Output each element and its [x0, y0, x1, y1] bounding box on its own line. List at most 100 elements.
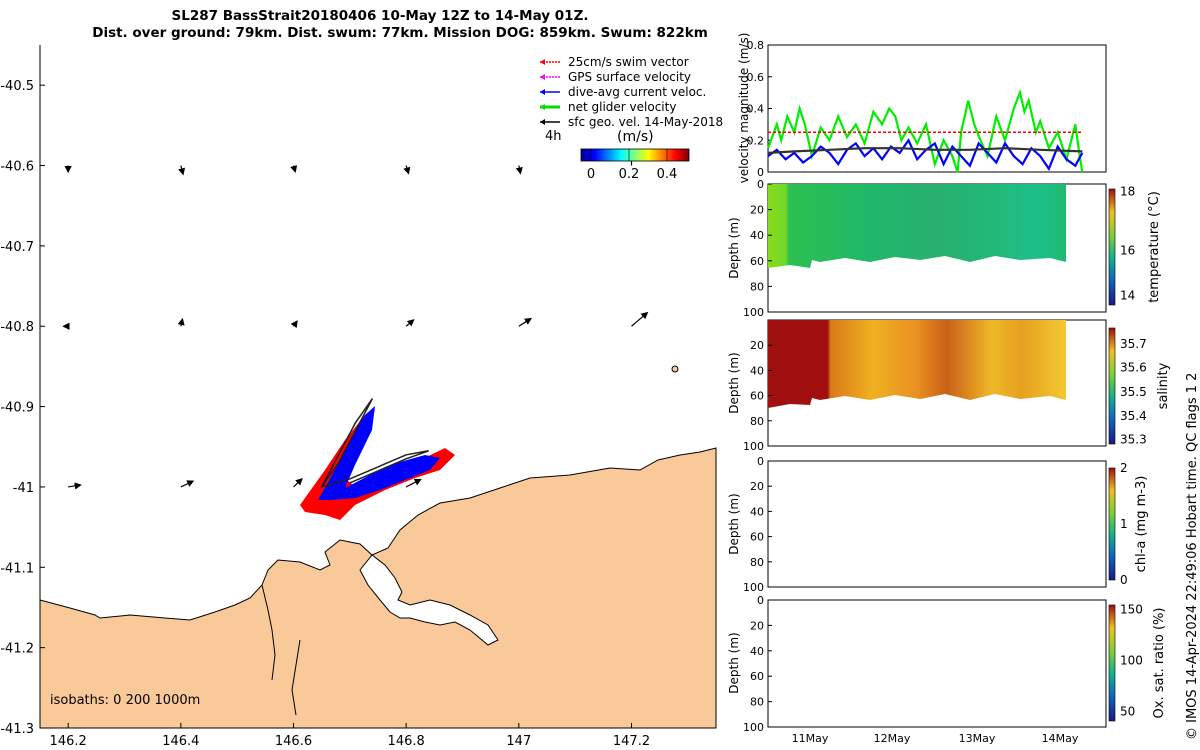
panel-ytick-label: 0.2 — [747, 134, 765, 147]
oxygen-ylabel: Depth (m) — [727, 632, 741, 693]
colorbar-tick-label: 16 — [1120, 243, 1135, 257]
dive-current-swath — [318, 406, 440, 500]
panel-ytick-label: 0.4 — [747, 103, 765, 116]
panel-ytick-label: 0 — [757, 594, 764, 607]
colorbar-tick-label: 35.5 — [1120, 385, 1147, 399]
time-xtick-label: 13May — [959, 732, 996, 745]
time-xtick-label: 14May — [1042, 732, 1079, 745]
figure-title-line1: SL287 BassStrait20180406 10-May 12Z to 1… — [171, 8, 589, 24]
legend-arrowhead — [540, 104, 545, 110]
colorbar-gradient — [580, 148, 690, 162]
velocity-series-line — [767, 147, 1083, 154]
legend-label: net glider velocity — [568, 100, 676, 114]
panel-ytick-label: 40 — [750, 645, 764, 658]
panel-ytick-label: 60 — [750, 390, 764, 403]
legend-label: dive-avg current veloc. — [568, 85, 706, 99]
colorbar-tick-label: 35.6 — [1120, 360, 1147, 374]
panel-ytick-label: 40 — [750, 229, 764, 242]
map-ytick-label: -40.5 — [0, 79, 34, 94]
salinity-colorbar — [1108, 327, 1116, 445]
panel-ytick-label: 80 — [750, 280, 764, 293]
colorbar-tick-label: 1 — [1120, 517, 1128, 531]
temperature-section — [768, 184, 1066, 268]
panel-ytick-label: 100 — [743, 306, 764, 319]
sfc-geo-vel-arrow — [403, 165, 411, 175]
temperature-ylabel: Depth (m) — [727, 217, 741, 278]
legend-arrowhead — [540, 89, 545, 95]
colorbar-tick-label: 0 — [1120, 573, 1128, 587]
salinity-section — [768, 320, 1066, 408]
map-xtick-label: 146.2 — [50, 734, 87, 749]
figure-title-line2: Dist. over ground: 79km. Dist. swum: 77k… — [92, 25, 708, 41]
sfc-geo-vel-arrow — [180, 480, 195, 488]
map-panel: -40.5 -40.6 -40.7 -40.8 -40.9 -41 -41.1 -41.2 -4… — [0, 45, 723, 749]
colorbar-tick-label: 0.4 — [657, 167, 678, 182]
sfc-geo-vel-arrow — [518, 317, 533, 327]
legend-label: 25cm/s swim vector — [568, 55, 689, 69]
isobaths-label: isobaths: 0 200 1000m — [50, 693, 200, 708]
legend-label: GPS surface velocity — [568, 70, 691, 84]
sfc-geo-vel-arrow — [68, 482, 82, 490]
panel-ytick-label: 60 — [750, 531, 764, 544]
colorbar-tick-label: 0 — [587, 167, 595, 182]
chla-colorbar — [1108, 467, 1116, 581]
salinity-ylabel: Depth (m) — [727, 352, 741, 413]
map-ytick-label: -41.2 — [0, 642, 34, 657]
map-xtick-label: 146.4 — [162, 734, 199, 749]
panel-ytick-label: 80 — [750, 696, 764, 709]
map-ytick-label: -40.6 — [0, 160, 34, 175]
legend-arrowhead — [540, 59, 545, 65]
oxygen-panel: 0 20 40 60 80 100 Depth (m) 50 100 150 Ox. sat.… — [727, 594, 1167, 745]
map-ytick-label: -41.1 — [0, 561, 34, 576]
sfc-geo-vel-arrow — [515, 165, 523, 175]
temperature-cb-label: temperature (°C) — [1147, 191, 1162, 303]
map-xtick-label: 147 — [506, 734, 531, 749]
colorbar-tick-label: 2 — [1120, 461, 1128, 475]
time-xtick-label: 12May — [874, 732, 911, 745]
map-ytick-label: -40.9 — [0, 401, 34, 416]
panel-ytick-label: 0 — [757, 178, 764, 191]
temperature-colorbar — [1108, 188, 1116, 306]
sfc-geo-vel-arrow — [178, 165, 186, 176]
chla-panel: 0 20 40 60 80 100 Depth (m) 0 1 2 chl-a (mg m-3… — [727, 455, 1149, 594]
sfc-geo-vel-arrow — [290, 165, 298, 174]
velocity-ylabel: velocity magnitude (m/s) — [737, 33, 751, 184]
map-ytick-label: -40.8 — [0, 320, 34, 335]
colorbar-tick-label: 35.3 — [1120, 432, 1147, 446]
speed-colorbar: 4h (m/s) 0 0.2 0.4 — [545, 129, 690, 182]
map-ytick-label: -41 — [13, 481, 34, 496]
salinity-panel: 20 40 60 80 100 Depth (m) 35.3 35.4 35.5 35.6 35… — [727, 319, 1171, 453]
colorbar-tick-label: 18 — [1120, 184, 1135, 198]
panel-ytick-label: 100 — [743, 440, 764, 453]
oxygen-cb-label: Ox. sat. ratio (%) — [1152, 608, 1167, 719]
legend-label: sfc geo. vel. 14-May-2018 — [568, 115, 723, 129]
sfc-geo-vel-arrow — [405, 319, 415, 327]
oxygen-colorbar — [1108, 604, 1116, 722]
sfc-geo-vel-arrow — [177, 317, 185, 327]
chla-cb-label: chl-a (mg m-3) — [1134, 476, 1149, 573]
panel-ytick-label: 20 — [750, 480, 764, 493]
sfc-geo-vel-arrow — [290, 320, 298, 329]
legend-arrowhead — [540, 119, 545, 125]
panel-ytick-label: 100 — [743, 581, 764, 594]
panel-ytick-label: 60 — [750, 255, 764, 268]
colorbar-tick-label: 100 — [1120, 654, 1143, 668]
velocity-panel: 0.8 0.6 0.4 0.2 0 velocity magnitude (m/s) — [737, 33, 1107, 184]
panel-ytick-label: 80 — [750, 415, 764, 428]
panel-ytick-label: 80 — [750, 556, 764, 569]
panel-ytick-label: 40 — [750, 364, 764, 377]
small-island — [671, 365, 679, 373]
panel-ytick-label: 0 — [757, 166, 764, 179]
colorbar-tick-label: 0.2 — [619, 167, 640, 182]
colorbar-tick-label: 50 — [1120, 705, 1135, 719]
panel-ytick-label: 20 — [750, 339, 764, 352]
sfc-geo-vel-arrow — [631, 311, 649, 327]
time-xtick-label: 11May — [792, 732, 829, 745]
colorbar-title: (m/s) — [617, 129, 654, 145]
colorbar-left-label: 4h — [545, 129, 562, 144]
temperature-panel: 0 20 40 60 80 100 Depth (m) 14 16 18 temperatur… — [727, 178, 1162, 319]
colorbar-tick-label: 14 — [1120, 289, 1135, 303]
panel-ytick-label: 100 — [743, 721, 764, 734]
